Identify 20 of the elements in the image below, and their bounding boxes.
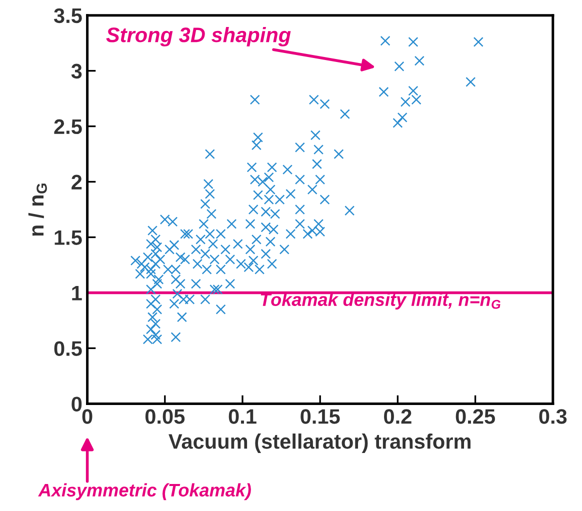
ref-line-label: Tokamak density limit, n=n$_{G}$ bbox=[260, 292, 500, 310]
y-tick-label: 1.5 bbox=[54, 230, 82, 246]
y-axis-title: n / n$_{G}$ bbox=[28, 184, 47, 236]
y-tick-label: 3 bbox=[71, 64, 82, 79]
y-tick-label: 1 bbox=[72, 286, 82, 300]
annotation: Strong 3D shaping bbox=[106, 26, 291, 46]
y-tick-label: 2 bbox=[72, 174, 82, 190]
text: Axisymmetric (Tokamak) bbox=[38, 483, 251, 500]
x-tick-label: 0.2 bbox=[384, 409, 412, 424]
y-tick-label: 0 bbox=[72, 396, 82, 412]
x-tick-label: 0.05 bbox=[145, 409, 185, 424]
x-tick-label: 0.15 bbox=[300, 409, 340, 424]
x-tick-label: 0.25 bbox=[456, 409, 495, 424]
y-tick-label: 3.5 bbox=[54, 8, 82, 24]
x-tick-label: 0.1 bbox=[228, 409, 256, 424]
y-tick-label: 2.5 bbox=[54, 119, 82, 134]
x-tick-label: 0 bbox=[82, 409, 92, 424]
x-tick-label: 0.3 bbox=[539, 409, 567, 424]
y-tick-label: 0.5 bbox=[54, 341, 82, 356]
x-axis-title: Vacuum (stellarator) transform bbox=[168, 434, 470, 453]
